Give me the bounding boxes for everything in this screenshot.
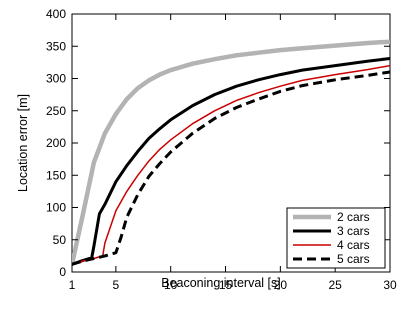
y-tick-label: 300: [46, 72, 66, 86]
legend-label: 3 cars: [337, 224, 370, 238]
x-axis-label: Beaconing interval [s]: [161, 276, 281, 290]
x-tick-label: 1: [69, 278, 76, 292]
legend-label: 4 cars: [337, 238, 370, 252]
series-line-4-cars: [72, 64, 390, 266]
series-line-3-cars: [72, 57, 390, 266]
y-tick-label: 100: [46, 201, 66, 215]
y-axis-label: Location error [m]: [16, 94, 30, 192]
x-tick-label: 25: [328, 278, 342, 292]
x-tick-label: 5: [113, 278, 120, 292]
legend-label: 5 cars: [337, 252, 370, 266]
y-tick-label: 400: [46, 7, 66, 21]
y-tick-label: 200: [46, 136, 66, 150]
x-tick-label: 30: [383, 278, 397, 292]
y-tick-label: 0: [59, 265, 66, 279]
x-tick-label: 20: [274, 278, 288, 292]
x-tick-label: 10: [164, 278, 178, 292]
series-line-2-cars: [72, 39, 390, 265]
legend-label: 2 cars: [337, 210, 370, 224]
y-tick-label: 50: [53, 233, 67, 247]
series-line-5-cars: [72, 70, 390, 266]
x-tick-label: 15: [219, 278, 233, 292]
y-tick-label: 350: [46, 39, 66, 53]
y-tick-label: 150: [46, 168, 66, 182]
y-tick-label: 250: [46, 104, 66, 118]
